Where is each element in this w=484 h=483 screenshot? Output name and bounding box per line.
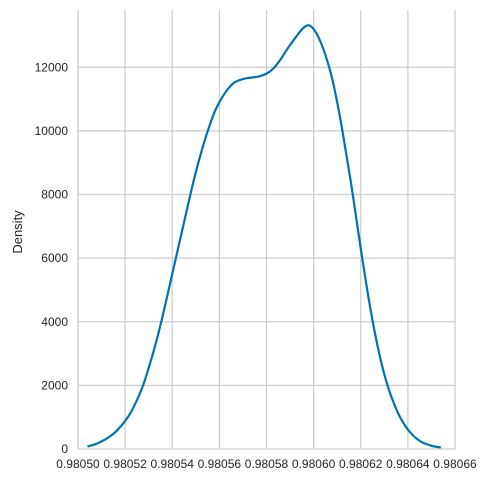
y-tick-label: 4000 — [41, 315, 68, 329]
x-tick-labels: 0.98050 0.98052 0.98054 0.98056 0.98058 0.980… — [56, 457, 477, 471]
x-tick-label: 0.98060 — [292, 457, 336, 471]
x-tick-label: 0.98062 — [339, 457, 383, 471]
density-curve — [87, 24, 442, 449]
axes-frame — [77, 10, 455, 450]
x-tick-label: 0.98052 — [103, 457, 147, 471]
curve-layer — [87, 24, 442, 449]
x-tick-label: 0.98064 — [386, 457, 430, 471]
x-tick-label: 0.98066 — [433, 457, 477, 471]
y-tick-labels: 0 2000 4000 6000 8000 10000 12000 — [35, 60, 69, 456]
y-tick-label: 2000 — [41, 378, 68, 392]
x-tick-label: 0.98056 — [198, 457, 242, 471]
y-tick-label: 10000 — [35, 124, 69, 138]
y-tick-label: 12000 — [35, 60, 69, 74]
grid-layer — [77, 10, 456, 449]
y-axis-label: Density — [10, 210, 25, 254]
x-tick-label: 0.98058 — [245, 457, 289, 471]
x-tick-label: 0.98054 — [151, 457, 195, 471]
y-tick-label: 8000 — [41, 188, 68, 202]
x-tick-label: 0.98050 — [56, 457, 100, 471]
y-tick-label: 6000 — [41, 251, 68, 265]
y-tick-label: 0 — [61, 442, 68, 456]
